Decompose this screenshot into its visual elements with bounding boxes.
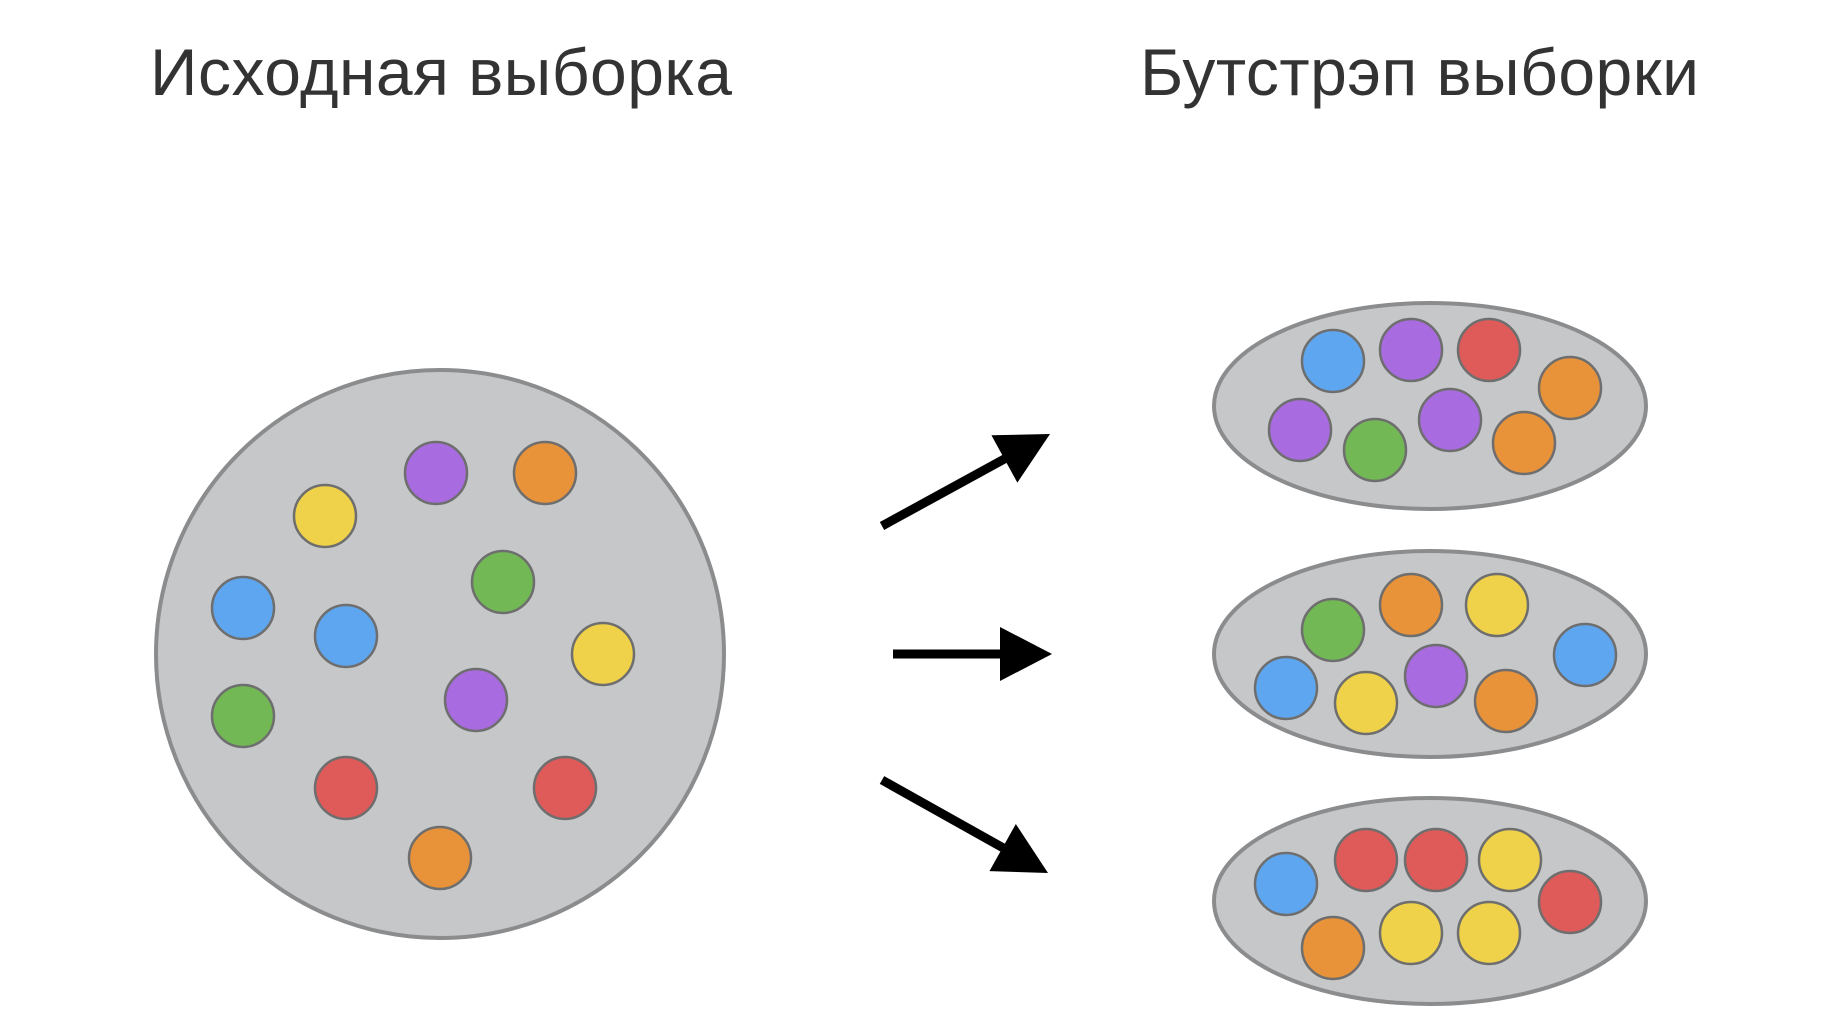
ball-red [1456,317,1522,383]
ball-blue [1300,328,1366,394]
bootstrap-samples [1212,301,1648,1006]
ball-green [470,549,536,615]
ball-blue [210,575,276,641]
arrow-down-icon [879,776,1048,873]
ball-yellow [1378,900,1444,966]
ball-orange [1473,668,1539,734]
ball-yellow [1333,670,1399,736]
ball-yellow [1456,900,1522,966]
arrow-right-icon [893,627,1052,681]
bootstrap-sample-3 [1212,796,1648,1006]
ball-yellow [1477,827,1543,893]
ball-blue [313,603,379,669]
ball-purple [1378,317,1444,383]
ball-red [1403,827,1469,893]
original-sample [154,368,726,940]
ball-red [532,755,598,821]
bootstrap-samples-title: Бутстрэп выборки [1140,35,1700,109]
ball-red [1537,869,1603,935]
bootstrap-sample-1 [1212,301,1648,511]
ball-yellow [1464,572,1530,638]
ball-purple [403,440,469,506]
ball-orange [512,440,578,506]
ball-blue [1253,655,1319,721]
original-sample-title: Исходная выборка [150,35,733,109]
ball-purple [1267,397,1333,463]
ball-orange [1537,355,1603,421]
ball-orange [1300,915,1366,981]
ball-purple [443,667,509,733]
ball-purple [1403,643,1469,709]
ball-yellow [292,483,358,549]
arrow-up-icon [879,434,1050,530]
ball-blue [1552,622,1618,688]
ball-blue [1253,851,1319,917]
ball-red [313,755,379,821]
ball-green [1342,417,1408,483]
ball-green [1300,597,1366,663]
bootstrap-sample-2 [1212,549,1648,759]
arrows [879,434,1052,873]
ball-orange [1378,572,1444,638]
ball-orange [1491,410,1557,476]
ball-green [210,683,276,749]
ball-red [1333,827,1399,893]
ball-orange [407,825,473,891]
ball-purple [1417,387,1483,453]
ball-yellow [570,621,636,687]
